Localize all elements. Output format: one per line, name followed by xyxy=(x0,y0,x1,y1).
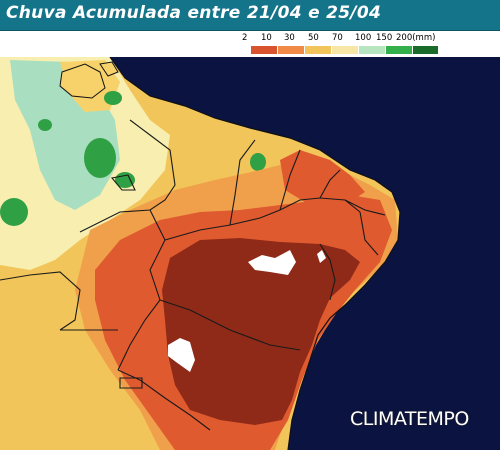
map-title: Chuva Acumulada entre 21/04 e 25/04 xyxy=(6,3,382,23)
legend-swatches xyxy=(224,46,438,54)
legend-label-70: 70 xyxy=(332,33,343,43)
green-cell-1 xyxy=(84,138,116,178)
legend-swatch-yellow xyxy=(305,46,331,54)
legend-labels: 2 10 30 50 70 100 150 200(mm) xyxy=(224,33,454,45)
legend-swatch-orange xyxy=(278,46,304,54)
legend-label-10: 10 xyxy=(261,33,272,43)
legend-swatch-light-yellow xyxy=(332,46,358,54)
no-rain-patch-1 xyxy=(248,250,296,275)
no-rain-patch-3 xyxy=(317,250,326,263)
green-cell-6 xyxy=(104,91,122,105)
legend-swatch-dark-green xyxy=(413,46,438,54)
green-cell-5 xyxy=(250,153,266,171)
title-bar: Chuva Acumulada entre 21/04 e 25/04 xyxy=(0,0,500,31)
green-cell-3 xyxy=(0,198,28,226)
legend-label-50: 50 xyxy=(308,33,319,43)
legend-swatch-green xyxy=(386,46,412,54)
marajo-islands xyxy=(59,61,119,99)
red-east-coast xyxy=(280,150,365,205)
legend-label-150: 150 xyxy=(376,33,393,43)
legend-label-30: 30 xyxy=(284,33,295,43)
legend-swatch-white xyxy=(224,46,250,54)
state-borders xyxy=(0,119,386,431)
coastline xyxy=(109,57,401,450)
no-rain-patch-2 xyxy=(168,338,195,372)
climatempo-logo: CLIMATEMPO xyxy=(350,408,469,430)
legend-label-2: 2 xyxy=(242,33,248,43)
dark-brown-core xyxy=(162,238,360,425)
legend-label-200: 200(mm) xyxy=(396,33,436,43)
legend-label-100: 100 xyxy=(355,33,372,43)
legend-swatch-light-green xyxy=(359,46,385,54)
legend-swatch-red xyxy=(251,46,277,54)
green-cell-4 xyxy=(38,119,52,131)
rainfall-map xyxy=(0,57,500,450)
